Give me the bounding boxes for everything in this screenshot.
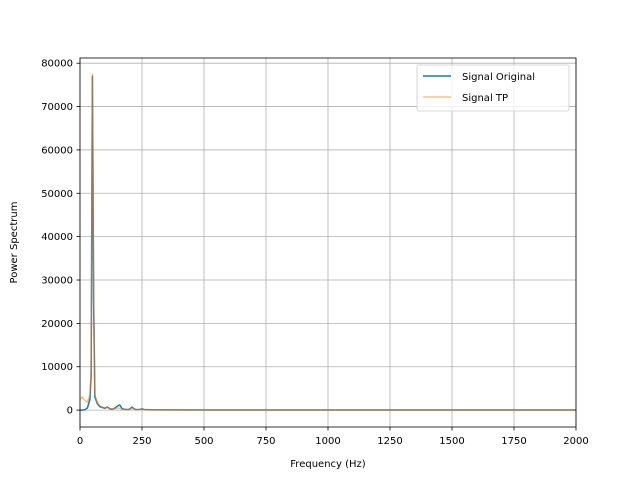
y-tick-label: 0 bbox=[67, 406, 73, 417]
x-tick-label: 1000 bbox=[315, 436, 340, 447]
legend-label-signal-tp: Signal TP bbox=[462, 93, 508, 104]
x-tick-label: 0 bbox=[77, 436, 83, 447]
y-tick-label: 70000 bbox=[41, 102, 73, 113]
x-tick-label: 750 bbox=[256, 436, 275, 447]
y-tick-label: 80000 bbox=[41, 59, 73, 70]
y-tick-label: 20000 bbox=[41, 319, 73, 330]
y-tick-label: 50000 bbox=[41, 189, 73, 200]
x-tick-label: 1250 bbox=[377, 436, 402, 447]
legend-box bbox=[416, 64, 570, 112]
legend-label-signal-original: Signal Original bbox=[462, 72, 535, 83]
y-tick-label: 30000 bbox=[41, 276, 73, 287]
x-tick-label: 2000 bbox=[563, 436, 588, 447]
x-axis: 0 250 500 750 1000 1250 1500 1750 2000 bbox=[77, 427, 589, 447]
legend: Signal Original Signal TP bbox=[416, 64, 570, 112]
y-tick-label: 60000 bbox=[41, 145, 73, 156]
x-tick-label: 1750 bbox=[501, 436, 526, 447]
y-axis-label: Power Spectrum bbox=[9, 202, 20, 284]
y-tick-label: 40000 bbox=[41, 232, 73, 243]
y-axis: 0 10000 20000 30000 40000 50000 60000 70000 8000… bbox=[41, 59, 80, 417]
x-tick-label: 500 bbox=[194, 436, 213, 447]
series-line-signal-tp bbox=[79, 73, 576, 411]
x-tick-label: 1500 bbox=[439, 436, 464, 447]
x-axis-label: Frequency (Hz) bbox=[290, 459, 366, 470]
y-tick-label: 10000 bbox=[41, 362, 73, 373]
x-tick-label: 250 bbox=[132, 436, 151, 447]
series-layer bbox=[79, 73, 576, 411]
